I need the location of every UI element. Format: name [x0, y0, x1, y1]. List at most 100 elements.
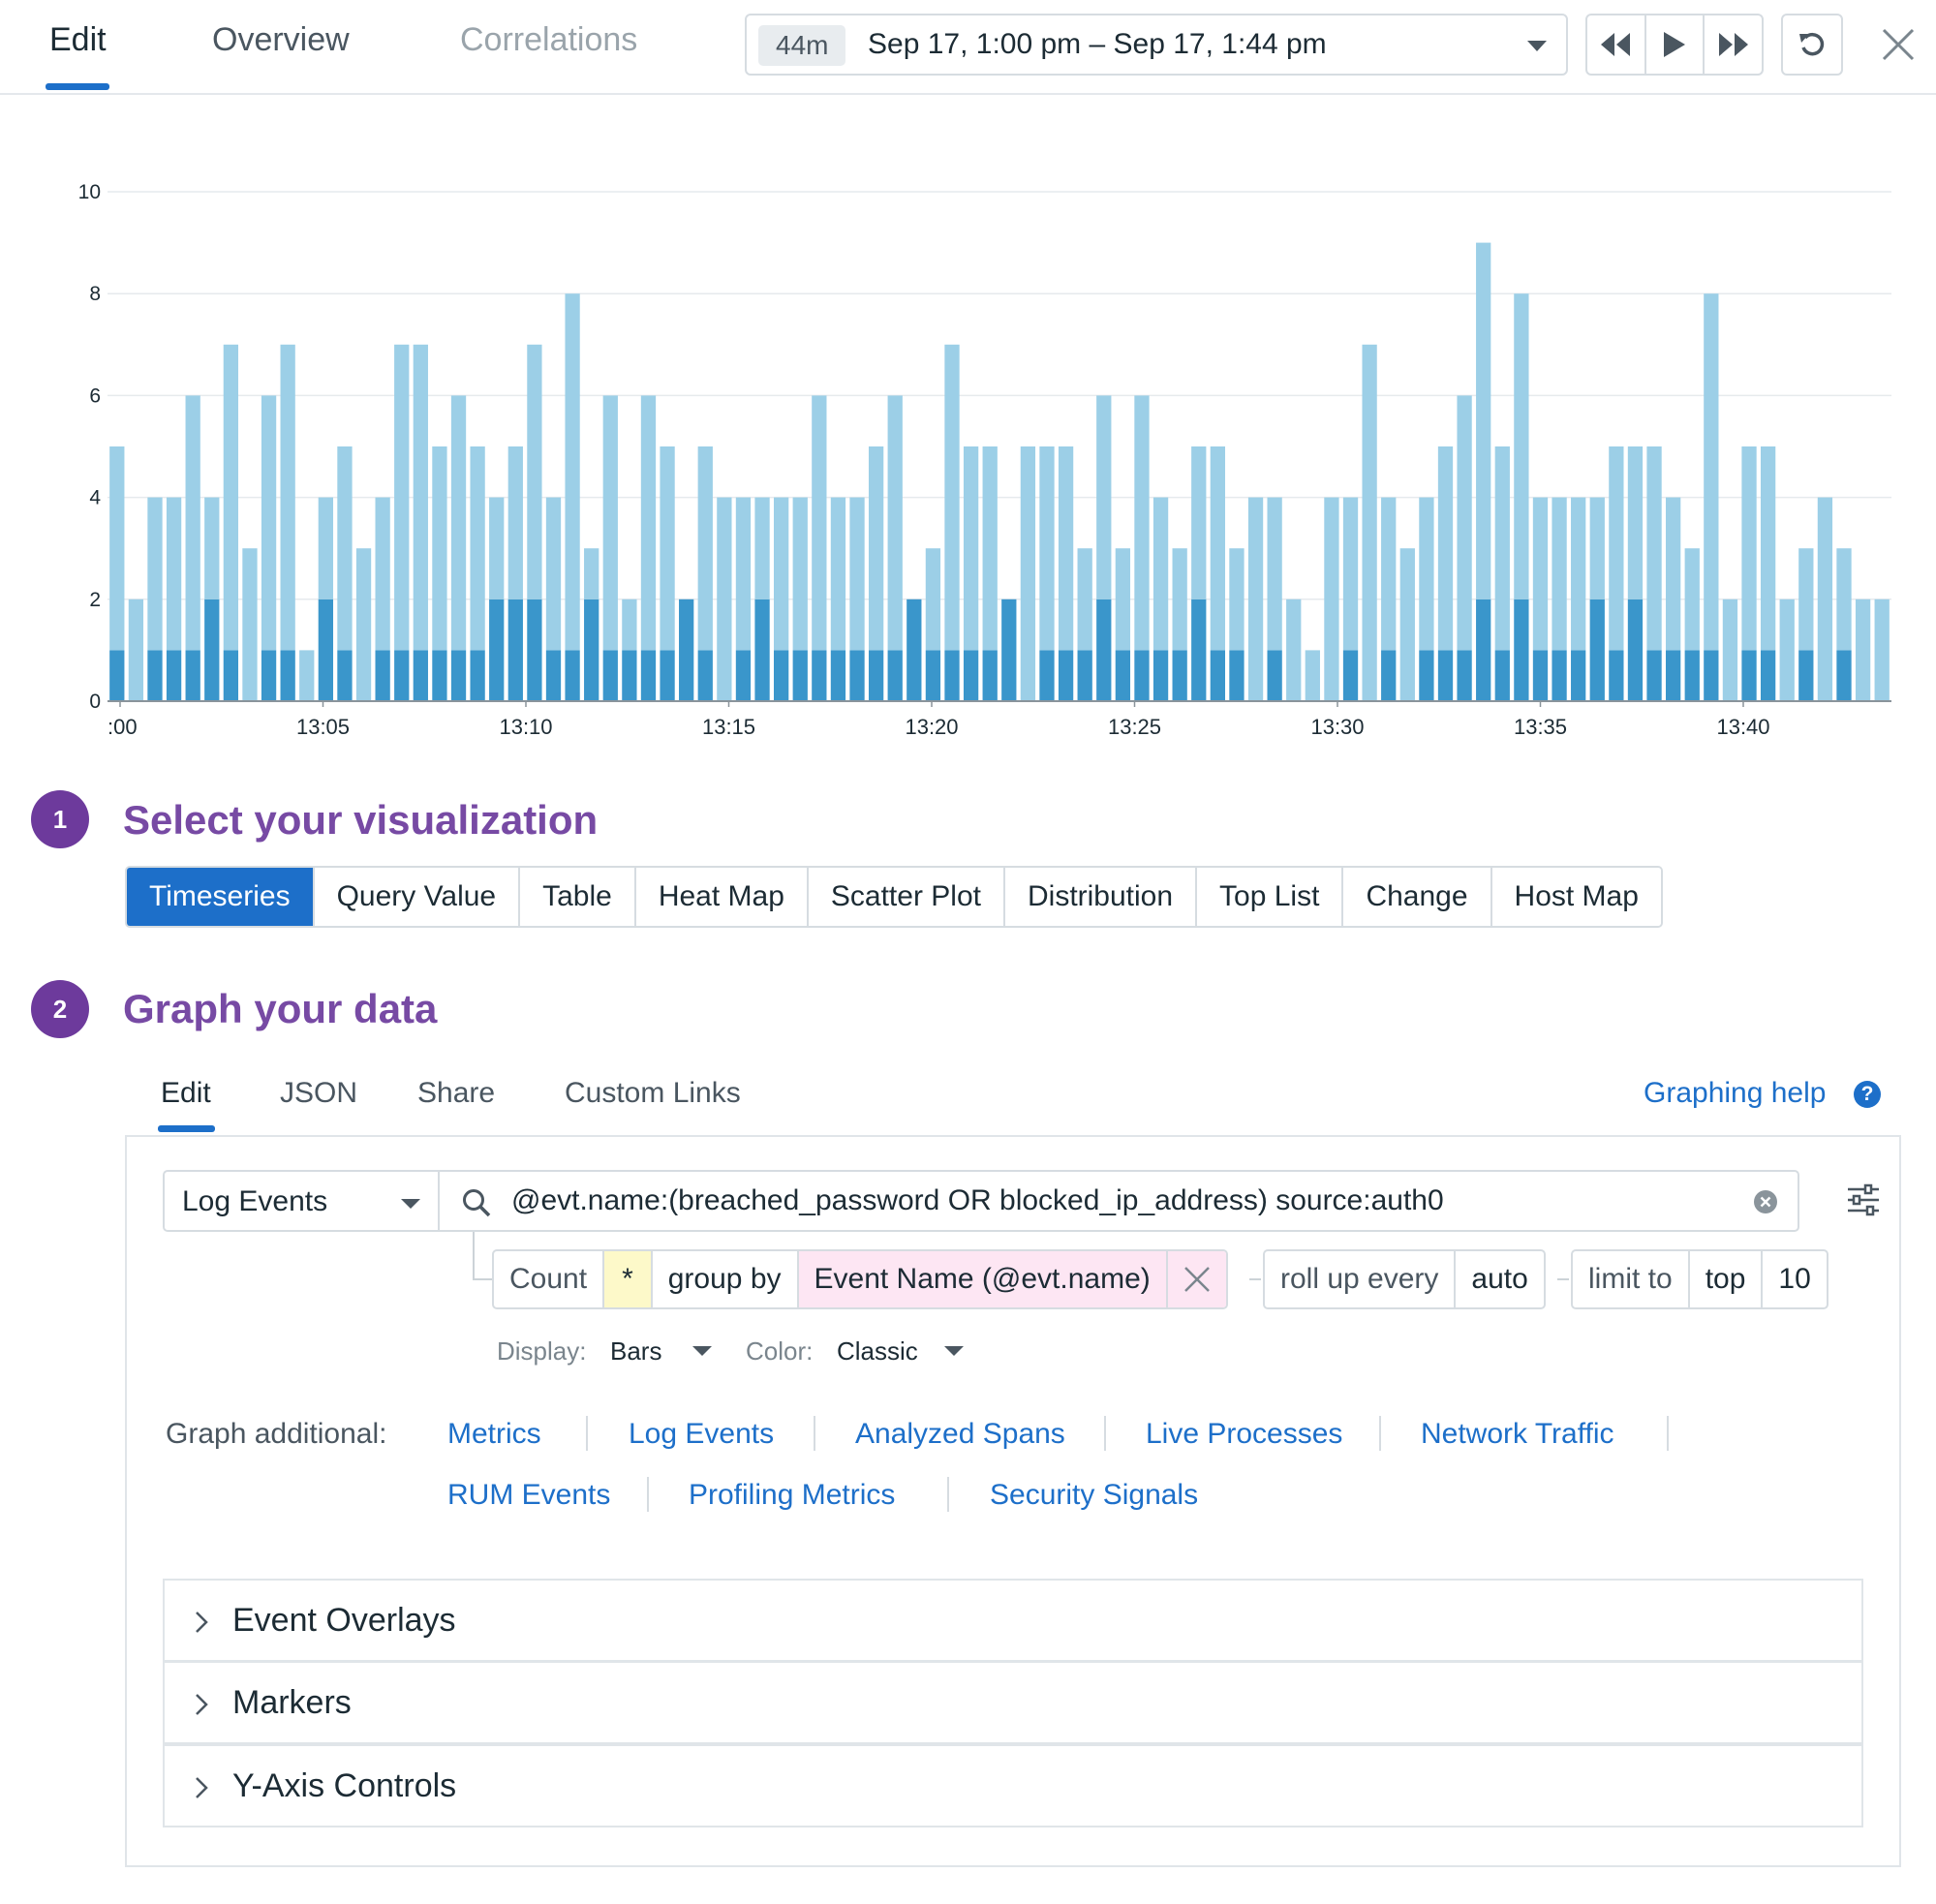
- bar-dark: [830, 650, 846, 701]
- bar-light: [1666, 497, 1681, 651]
- help-icon[interactable]: ?: [1854, 1081, 1881, 1108]
- viz-scatter-plot[interactable]: Scatter Plot: [808, 868, 1005, 926]
- editor-tab-json[interactable]: JSON: [280, 1077, 358, 1109]
- editor-tab-custom-links[interactable]: Custom Links: [565, 1077, 741, 1109]
- bar-dark: [1172, 650, 1187, 701]
- x-tick-label: 13:35: [1514, 715, 1567, 739]
- link-separator: [947, 1477, 949, 1512]
- add-log-events-link[interactable]: Log Events: [629, 1418, 775, 1450]
- bar-dark: [1760, 650, 1776, 701]
- bar-light: [1305, 650, 1320, 701]
- data-source-select[interactable]: Log Events: [163, 1170, 440, 1232]
- bar-light: [1286, 599, 1302, 701]
- limit-order-select[interactable]: top: [1690, 1251, 1764, 1307]
- bar-light: [697, 446, 713, 651]
- add-profiling-metrics-link[interactable]: Profiling Metrics: [689, 1479, 896, 1511]
- y-tick-label: 0: [89, 691, 101, 713]
- bar-dark: [470, 650, 485, 701]
- accordion-y-axis-controls[interactable]: Y-Axis Controls: [163, 1744, 1863, 1827]
- tab-correlations[interactable]: Correlations: [460, 21, 638, 58]
- color-select[interactable]: Classic: [837, 1336, 918, 1366]
- measure-select[interactable]: *: [604, 1251, 653, 1307]
- tab-overview[interactable]: Overview: [212, 21, 350, 58]
- bar-light: [1798, 548, 1814, 651]
- bar-light: [1552, 497, 1567, 651]
- viz-host-map[interactable]: Host Map: [1491, 868, 1661, 926]
- add-rum-events-link[interactable]: RUM Events: [447, 1479, 611, 1511]
- rewind-button[interactable]: [1587, 15, 1646, 74]
- timeseries-chart[interactable]: 0 2 4 6 8 10:00 13:05 13:10 13:15 13:20 13:25 13:30…: [0, 145, 1936, 755]
- chevron-down-icon: [1527, 41, 1547, 51]
- add-network-traffic-link[interactable]: Network Traffic: [1421, 1418, 1614, 1450]
- tab-edit[interactable]: Edit: [49, 21, 107, 58]
- x-tick-label: 13:10: [499, 715, 552, 739]
- play-button[interactable]: [1646, 15, 1706, 74]
- bar-dark: [1476, 599, 1491, 701]
- group-by-value[interactable]: Event Name (@evt.name): [798, 1251, 1168, 1307]
- bar-light: [1532, 497, 1549, 651]
- limit-value-input[interactable]: 10: [1778, 1263, 1811, 1295]
- bar-light: [1817, 497, 1833, 701]
- bar-light: [1342, 497, 1359, 651]
- viz-top-list[interactable]: Top List: [1197, 868, 1344, 926]
- bar-dark: [679, 599, 694, 701]
- bar-dark: [1001, 599, 1017, 701]
- chevron-down-icon[interactable]: [944, 1346, 964, 1356]
- chevron-down-icon: [401, 1199, 420, 1209]
- display-select[interactable]: Bars: [610, 1336, 662, 1366]
- accordion-markers[interactable]: Markers: [163, 1661, 1863, 1744]
- rollup-value[interactable]: auto: [1471, 1263, 1528, 1295]
- bar-dark: [375, 650, 390, 701]
- bar-light: [1704, 293, 1719, 651]
- bar-dark: [1457, 650, 1472, 701]
- remove-group-by-button[interactable]: [1167, 1251, 1226, 1307]
- bar-light: [1722, 599, 1738, 701]
- editor-tab-edit-underline: [158, 1125, 215, 1132]
- bar-dark: [774, 650, 789, 701]
- bar-dark: [1210, 650, 1225, 701]
- graphing-help-link[interactable]: Graphing help: [1644, 1077, 1827, 1109]
- bar-light: [166, 497, 182, 651]
- clear-search-icon[interactable]: [1753, 1189, 1778, 1214]
- add-metrics-link[interactable]: Metrics: [447, 1418, 541, 1450]
- editor-tab-share[interactable]: Share: [417, 1077, 496, 1109]
- viz-change[interactable]: Change: [1343, 868, 1492, 926]
- viz-heat-map[interactable]: Heat Map: [635, 868, 809, 926]
- reset-button[interactable]: [1781, 14, 1843, 76]
- editor-tab-edit[interactable]: Edit: [161, 1077, 211, 1109]
- accordion-event-overlays[interactable]: Event Overlays: [163, 1579, 1863, 1662]
- bar-dark: [527, 599, 542, 701]
- viz-distribution[interactable]: Distribution: [1004, 868, 1198, 926]
- time-range-picker[interactable]: 44m Sep 17, 1:00 pm – Sep 17, 1:44 pm: [745, 14, 1568, 76]
- bar-light: [337, 446, 353, 651]
- add-analyzed-spans-link[interactable]: Analyzed Spans: [855, 1418, 1065, 1450]
- bar-dark: [1077, 650, 1092, 701]
- add-live-processes-link[interactable]: Live Processes: [1146, 1418, 1343, 1450]
- bar-light: [1172, 548, 1187, 651]
- bar-dark: [280, 650, 295, 701]
- bar-light: [1096, 395, 1112, 599]
- viz-table[interactable]: Table: [520, 868, 636, 926]
- chevron-right-icon: [196, 1612, 208, 1633]
- close-button[interactable]: [1875, 21, 1921, 68]
- bar-dark: [1419, 650, 1434, 701]
- bar-dark: [640, 650, 657, 701]
- search-query-input[interactable]: @evt.name:(breached_password OR blocked_…: [438, 1170, 1799, 1232]
- bar-light: [1152, 497, 1169, 651]
- fast-forward-button[interactable]: [1705, 15, 1762, 74]
- step-1-badge: 1: [31, 790, 89, 848]
- bar-light: [394, 344, 410, 651]
- aggregation-select[interactable]: Count: [494, 1251, 605, 1307]
- bar-dark: [812, 650, 827, 701]
- bar-dark: [925, 650, 941, 701]
- chevron-down-icon[interactable]: [692, 1346, 712, 1356]
- add-security-signals-link[interactable]: Security Signals: [990, 1479, 1199, 1511]
- bar-dark: [1571, 650, 1586, 701]
- viz-query-value[interactable]: Query Value: [314, 868, 521, 926]
- bar-light: [185, 395, 200, 651]
- bar-light: [470, 446, 485, 651]
- bar-dark: [1381, 650, 1397, 701]
- viz-timeseries[interactable]: Timeseries: [127, 868, 315, 926]
- link-separator: [586, 1416, 588, 1451]
- query-options-icon[interactable]: [1846, 1183, 1881, 1216]
